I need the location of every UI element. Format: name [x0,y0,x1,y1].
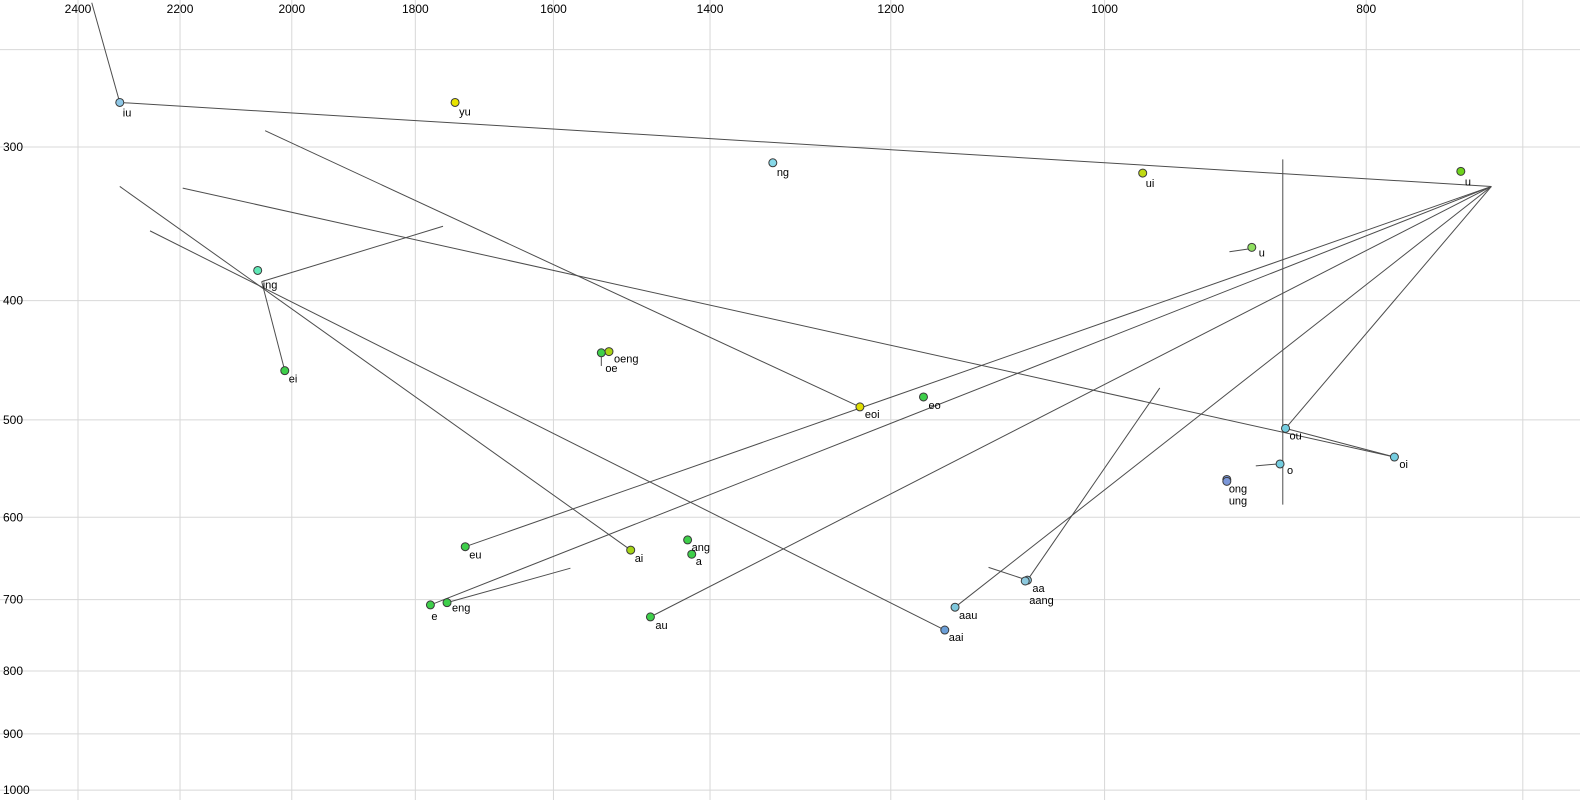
point-label: eng [452,603,470,615]
point-label: aau [959,610,977,622]
data-point [1247,242,1257,252]
y-tick-label: 700 [3,593,23,607]
point-label: aang [1029,595,1053,607]
point-label: ei [289,374,298,386]
point-label: eoi [865,409,880,421]
x-tick-label: 1800 [402,2,429,16]
trajectory-line [465,185,1492,548]
data-point [855,402,865,412]
trajectory-line [1285,427,1395,458]
point-label: u [1465,176,1471,188]
point-label: ng [777,167,789,179]
point-label: e [431,611,437,623]
data-point [253,265,263,275]
trajectory-line [1255,463,1278,467]
x-tick-label: 800 [1356,2,1376,16]
x-tick-label: 1000 [1091,2,1118,16]
data-point [425,600,435,610]
data-point [1222,476,1232,486]
point-label: ung [1229,495,1247,507]
x-tick-label: 2400 [65,2,92,16]
data-point [596,348,606,358]
point-label: u [1259,247,1265,259]
point-label: ang [692,542,710,554]
trajectory-line [1027,387,1161,581]
data-point [1456,166,1466,176]
point-label: ai [635,553,644,565]
point-label: au [655,620,667,632]
data-point [442,598,452,608]
data-point [768,158,778,168]
data-point [604,347,614,357]
point-label: o [1287,465,1293,477]
point-label: yu [459,106,471,118]
point-label: oi [1399,459,1408,471]
point-label: ui [1146,178,1155,190]
trajectory-line [119,186,631,551]
trajectory-line [119,101,1492,187]
y-tick-label: 900 [3,727,23,741]
trajectory-line [449,567,571,603]
x-tick-label: 1600 [540,2,567,16]
data-point [1020,576,1030,586]
y-tick-label: 500 [3,413,23,427]
trajectory-line [261,281,286,371]
trajectory-line [430,185,1492,606]
data-point [940,625,950,635]
data-point [1138,168,1148,178]
trajectory-line [261,225,444,283]
data-point [1281,423,1291,433]
point-label: oe [605,363,617,375]
y-tick-label: 300 [3,140,23,154]
x-tick-label: 1400 [697,2,724,16]
data-point [1389,452,1399,462]
trajectory-line [650,186,1492,618]
data-point [683,535,693,545]
data-point [645,612,655,622]
data-point [950,602,960,612]
y-tick-label: 1000 [3,783,30,797]
y-tick-label: 800 [3,664,23,678]
point-label: ong [1229,483,1247,495]
point-label: oeng [614,354,638,366]
data-point [918,392,928,402]
point-label: iu [123,107,132,119]
y-tick-label: 600 [3,510,23,524]
trajectory-line [1285,186,1492,429]
trajectory-line [988,566,1028,581]
trajectory-line [954,186,1492,608]
data-point [460,542,470,552]
x-tick-label: 2000 [278,2,305,16]
trajectory-line [149,230,945,631]
x-tick-label: 2200 [167,2,194,16]
point-label: a [696,556,703,568]
point-label: ou [1290,430,1302,442]
trajectory-line [182,187,1395,458]
point-label: eu [469,550,481,562]
point-label: aa [1032,583,1045,595]
data-point [687,549,697,559]
data-point [1275,459,1285,469]
point-label: eo [928,400,940,412]
x-tick-label: 1200 [877,2,904,16]
trajectory-line [1229,248,1250,253]
point-label: aai [949,632,964,644]
y-tick-label: 400 [3,294,23,308]
data-point [280,366,290,376]
data-point [450,97,460,107]
data-point [115,97,125,107]
point-label: ing [263,279,278,291]
trajectory-line [264,130,861,408]
trajectory-line [91,2,121,103]
data-point [626,545,636,555]
